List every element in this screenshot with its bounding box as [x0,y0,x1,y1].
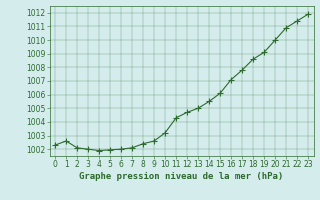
X-axis label: Graphe pression niveau de la mer (hPa): Graphe pression niveau de la mer (hPa) [79,172,284,181]
